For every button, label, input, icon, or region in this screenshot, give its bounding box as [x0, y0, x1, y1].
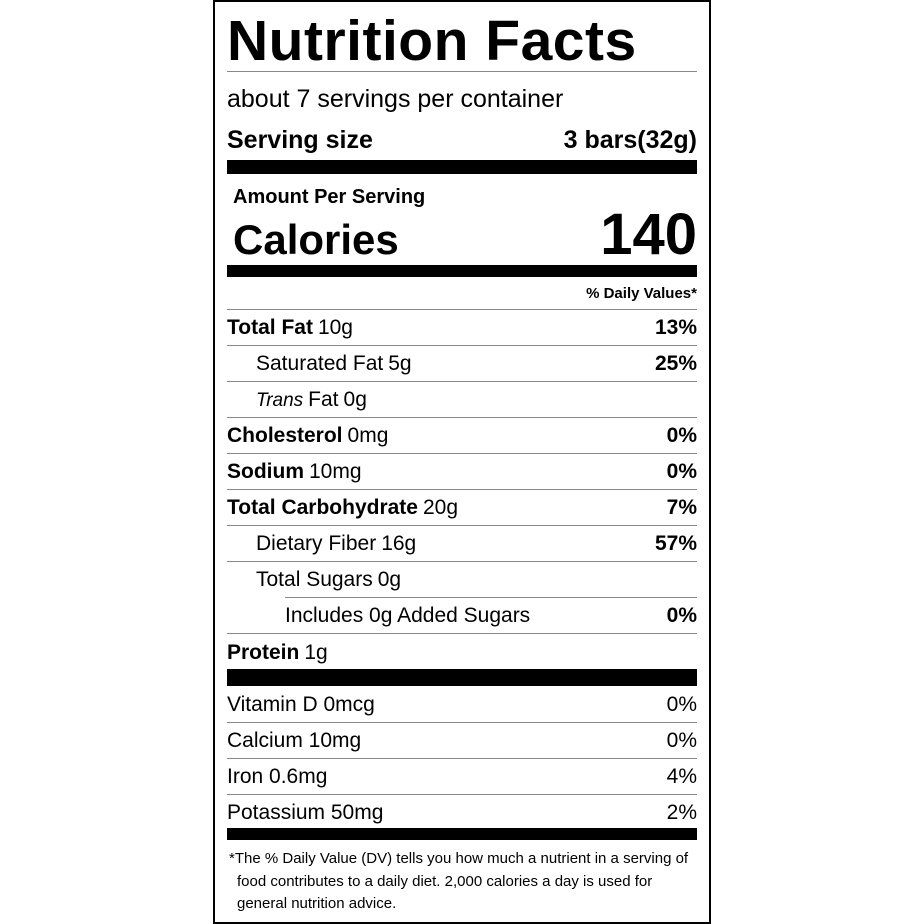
nutrient-row: Trans Fat 0g [227, 382, 697, 418]
divider [227, 453, 697, 454]
nutrient-name: Protein [227, 641, 300, 664]
nutrient-name: Total Sugars [256, 568, 373, 591]
calories-label: Calories [233, 216, 399, 263]
nutrient-name: Sodium [227, 460, 304, 483]
divider [227, 381, 697, 382]
divider [227, 417, 697, 418]
divider [285, 597, 697, 598]
nutrient-amount: 20g [422, 496, 459, 519]
divider [227, 71, 697, 72]
nutrient-amount: 5g [388, 352, 412, 375]
serving-size-value: 3 bars(32g) [563, 126, 697, 154]
nutrient-row: Total Sugars 0g [227, 562, 697, 598]
vitamin-dv: 2% [666, 801, 697, 824]
nutrient-row: Total Fat 10g 13% [227, 310, 697, 346]
divider [227, 309, 697, 310]
footnote: *The % Daily Value (DV) tells you how mu… [229, 850, 689, 912]
nutrient-dv: 7% [666, 496, 697, 519]
nutrient-row: Dietary Fiber 16g 57% [227, 526, 697, 562]
vitamin-dv: 0% [666, 729, 697, 752]
nutrient-row: Includes 0g Added Sugars 0% [227, 598, 697, 634]
nutrient-amount: 0g [377, 568, 402, 591]
nutrient-row: Saturated Fat 5g 25% [227, 346, 697, 382]
vitamin-row: Iron 0.6mg 4% [227, 759, 697, 795]
divider [227, 525, 697, 526]
nutrient-amount: 10g [317, 316, 353, 339]
vitamin-name: Potassium 50mg [227, 801, 384, 824]
nutrient-dv: 25% [654, 352, 697, 375]
nutrient-amount: 10mg [309, 460, 362, 483]
nutrient-name: Saturated Fat [256, 352, 384, 375]
nutrient-dv: 0% [666, 604, 697, 627]
nutrient-row: Cholesterol 0mg 0% [227, 418, 697, 454]
thick-bar [227, 669, 697, 686]
divider [227, 758, 697, 759]
divider [227, 561, 697, 562]
nutrient-dv: 57% [654, 532, 697, 555]
nutrient-dv: 13% [654, 316, 697, 339]
nutrient-dv: 0% [666, 424, 697, 447]
title: Nutrition Facts [227, 9, 637, 73]
servings: about 7 servings per container [227, 85, 564, 113]
nutrient-amount: 1g [304, 641, 328, 664]
nutrient-name-italic: Trans [256, 390, 304, 411]
dv-header: % Daily Values* [586, 285, 697, 302]
nutrient-name: Includes 0g Added Sugars [285, 604, 531, 627]
calories-value: 140 [600, 202, 697, 267]
vitamin-dv: 0% [666, 693, 697, 716]
nutrient-amount: 16g [381, 532, 417, 555]
serving-size-label: Serving size [227, 126, 373, 154]
nutrient-row: Protein 1g [227, 635, 697, 671]
divider [227, 489, 697, 490]
divider [227, 794, 697, 795]
thick-bar [227, 828, 697, 840]
thick-bar [227, 265, 697, 277]
vitamin-row: Calcium 10mg 0% [227, 723, 697, 759]
nutrient-name: Total Fat [227, 316, 313, 339]
nutrient-dv: 0% [666, 460, 697, 483]
vitamin-dv: 4% [666, 765, 697, 788]
nutrient-name: Dietary Fiber [256, 532, 377, 555]
nutrition-label: Nutrition Facts about 7 servings per con… [213, 0, 711, 924]
vitamin-name: Vitamin D 0mcg [227, 693, 375, 716]
amount-per-serving: Amount Per Serving [233, 186, 426, 208]
divider [227, 722, 697, 723]
nutrient-amount: 0g [343, 388, 367, 411]
divider [227, 345, 697, 346]
thick-bar [227, 160, 697, 174]
vitamin-name: Iron 0.6mg [227, 765, 328, 788]
nutrient-row: Total Carbohydrate 20g 7% [227, 490, 697, 526]
nutrient-name: Fat [308, 388, 339, 411]
vitamin-row: Potassium 50mg 2% [227, 795, 697, 831]
nutrient-name: Cholesterol [227, 424, 343, 447]
nutrient-name: Total Carbohydrate [227, 496, 418, 519]
vitamin-row: Vitamin D 0mcg 0% [227, 687, 697, 723]
nutrient-amount: 0mg [347, 424, 389, 447]
nutrient-row: Sodium 10mg 0% [227, 454, 697, 490]
divider [227, 633, 697, 634]
vitamin-name: Calcium 10mg [227, 729, 362, 752]
